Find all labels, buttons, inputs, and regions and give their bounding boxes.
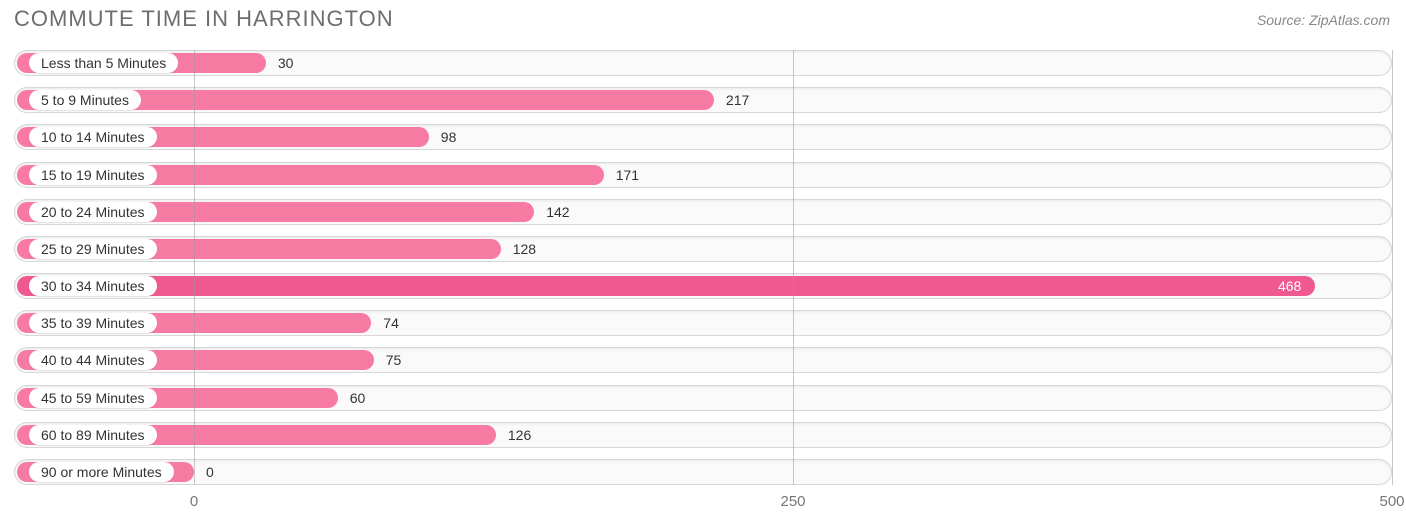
bar-category-label: 60 to 89 Minutes (29, 425, 157, 445)
plot-area: Less than 5 Minutes 30 5 to 9 Minutes 217 10… (14, 50, 1392, 485)
bar-track: 45 to 59 Minutes 60 (14, 385, 1392, 411)
bar-category-label: 5 to 9 Minutes (29, 90, 141, 110)
bar-category-label: Less than 5 Minutes (29, 53, 178, 73)
bar-value-label: 468 (1278, 273, 1301, 299)
bar-category-label: 20 to 24 Minutes (29, 202, 157, 222)
bar-category-label: 30 to 34 Minutes (29, 276, 157, 296)
x-axis: 0250500 (14, 493, 1392, 515)
bar-track: 5 to 9 Minutes 217 (14, 87, 1392, 113)
x-tick-label: 250 (780, 493, 805, 510)
bars-group: Less than 5 Minutes 30 5 to 9 Minutes 217 10… (14, 50, 1392, 485)
bar-track: 60 to 89 Minutes 126 (14, 422, 1392, 448)
chart-container: COMMUTE TIME IN HARRINGTON Source: ZipAt… (0, 0, 1406, 523)
bar-value-label: 75 (386, 347, 402, 373)
bar-track: 35 to 39 Minutes 74 (14, 310, 1392, 336)
bar-category-label: 15 to 19 Minutes (29, 165, 157, 185)
gridline (793, 50, 794, 485)
bar-value-label: 128 (513, 236, 536, 262)
bar-track: 90 or more Minutes 0 (14, 459, 1392, 485)
bar-fill (17, 276, 1315, 296)
bar-category-label: 45 to 59 Minutes (29, 388, 157, 408)
bar-value-label: 74 (383, 310, 399, 336)
bar-value-label: 0 (206, 459, 214, 485)
bar-value-label: 98 (441, 124, 457, 150)
chart-source: Source: ZipAtlas.com (1257, 12, 1390, 28)
bar-category-label: 10 to 14 Minutes (29, 127, 157, 147)
bar-category-label: 40 to 44 Minutes (29, 350, 157, 370)
bar-category-label: 25 to 29 Minutes (29, 239, 157, 259)
x-tick-label: 0 (190, 493, 198, 510)
bar-track: 40 to 44 Minutes 75 (14, 347, 1392, 373)
bar-value-label: 171 (616, 162, 639, 188)
bar-value-label: 126 (508, 422, 531, 448)
bar-track: 25 to 29 Minutes 128 (14, 236, 1392, 262)
bar-track: 30 to 34 Minutes 468 (14, 273, 1392, 299)
x-tick-label: 500 (1379, 493, 1404, 510)
bar-value-label: 30 (278, 50, 294, 76)
gridline (194, 50, 195, 485)
bar-category-label: 90 or more Minutes (29, 462, 174, 482)
bar-value-label: 142 (546, 199, 569, 225)
bar-track: 20 to 24 Minutes 142 (14, 199, 1392, 225)
chart-title: COMMUTE TIME IN HARRINGTON (14, 6, 394, 32)
gridline (1392, 50, 1393, 485)
bar-track: 10 to 14 Minutes 98 (14, 124, 1392, 150)
bar-value-label: 60 (350, 385, 366, 411)
bar-track: 15 to 19 Minutes 171 (14, 162, 1392, 188)
bar-category-label: 35 to 39 Minutes (29, 313, 157, 333)
bar-value-label: 217 (726, 87, 749, 113)
bar-track: Less than 5 Minutes 30 (14, 50, 1392, 76)
